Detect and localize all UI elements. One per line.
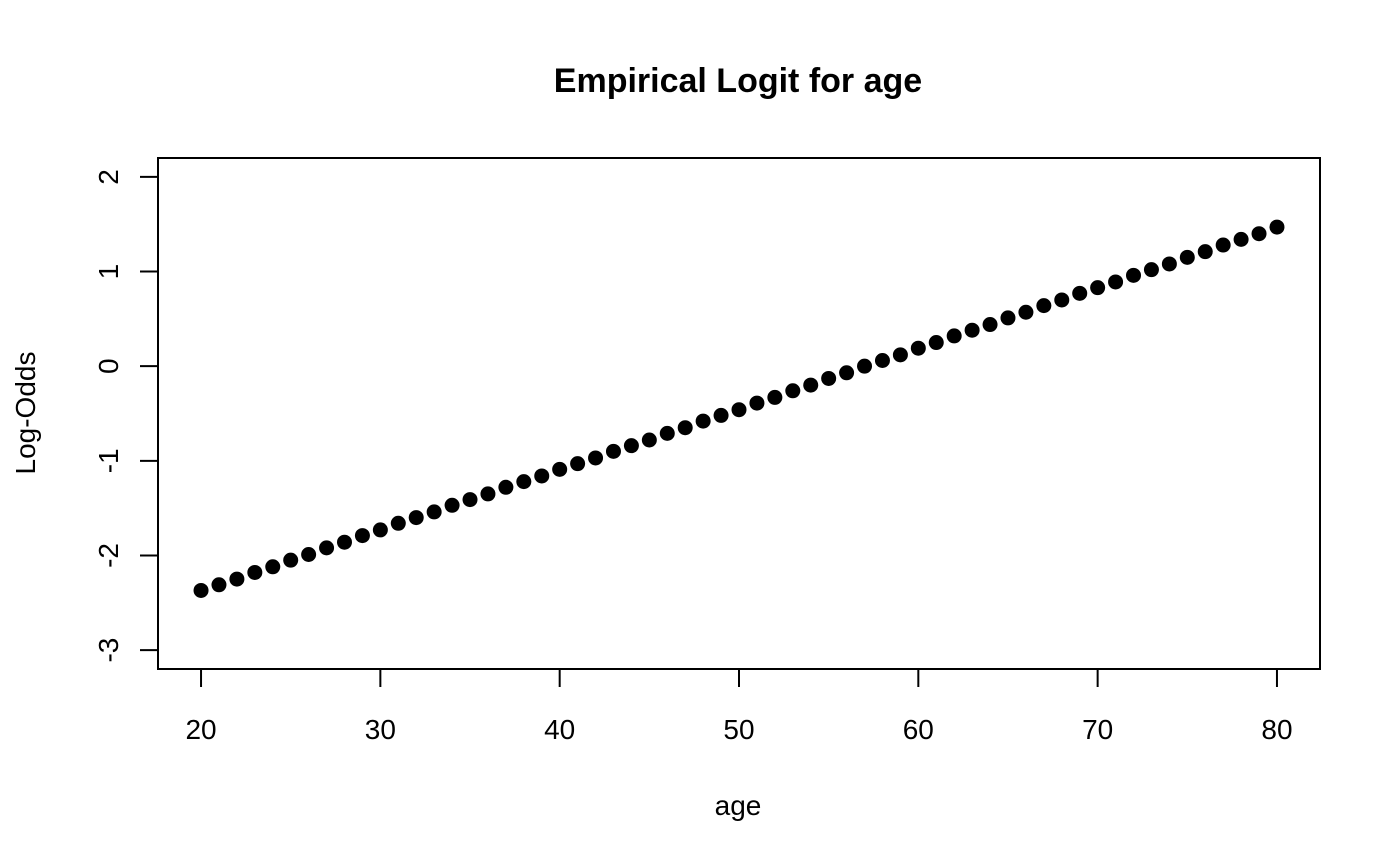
y-tick-label: 2 [93, 169, 124, 185]
data-point [605, 443, 621, 459]
x-tick-label: 60 [903, 714, 934, 745]
data-point [1197, 244, 1213, 260]
data-point [785, 383, 801, 399]
data-point [946, 328, 962, 344]
data-point [731, 402, 747, 418]
y-tick-label: -3 [93, 638, 124, 663]
data-point [283, 552, 299, 568]
x-axis-label: age [715, 790, 762, 821]
data-point [390, 515, 406, 531]
data-point [749, 395, 765, 411]
x-tick-label: 80 [1261, 714, 1292, 745]
data-point [803, 377, 819, 393]
data-point [659, 425, 675, 441]
data-point [408, 510, 424, 526]
data-point [1269, 219, 1285, 235]
data-point [462, 492, 478, 508]
chart-title: Empirical Logit for age [554, 62, 922, 100]
data-point [623, 438, 639, 454]
data-point [1161, 256, 1177, 272]
data-point [677, 420, 693, 436]
y-tick-label: 1 [93, 264, 124, 280]
data-point [498, 479, 514, 495]
data-point [588, 450, 604, 466]
data-point [695, 413, 711, 429]
x-tick-label: 20 [185, 714, 216, 745]
data-point [1179, 249, 1195, 265]
data-point [516, 474, 532, 490]
data-point [372, 522, 388, 538]
data-point [247, 564, 263, 580]
data-point [1108, 274, 1124, 290]
data-point [354, 528, 370, 544]
data-point [426, 504, 442, 520]
data-point [1036, 298, 1052, 314]
y-axis: -3 -2 -1 0 1 2 [93, 169, 159, 663]
data-point [1233, 231, 1249, 247]
data-point [910, 340, 926, 356]
data-point [1072, 285, 1088, 301]
data-point [839, 365, 855, 381]
y-tick-label: -2 [93, 543, 124, 568]
data-points [193, 219, 1285, 598]
data-point [1251, 226, 1267, 242]
data-point [534, 468, 550, 484]
x-tick-label: 70 [1082, 714, 1113, 745]
data-point [641, 432, 657, 448]
data-point [265, 559, 281, 575]
data-point [229, 571, 245, 587]
data-point [874, 353, 890, 369]
data-point [1054, 292, 1070, 308]
y-tick-label: 0 [93, 358, 124, 374]
y-axis-label: Log-Odds [10, 352, 41, 475]
data-point [480, 486, 496, 502]
data-point [211, 577, 227, 593]
data-point [1018, 304, 1034, 320]
data-point [713, 407, 729, 423]
data-point [1215, 237, 1231, 253]
x-tick-label: 30 [365, 714, 396, 745]
data-point [193, 582, 209, 598]
data-point [857, 358, 873, 374]
data-point [1126, 267, 1142, 283]
data-point [821, 370, 837, 386]
data-point [301, 546, 317, 562]
data-point [928, 335, 944, 351]
data-point [1143, 262, 1159, 278]
y-tick-label: -1 [93, 448, 124, 473]
data-point [444, 497, 460, 513]
x-tick-label: 40 [544, 714, 575, 745]
data-point [552, 461, 568, 477]
data-point [767, 389, 783, 405]
data-point [982, 317, 998, 333]
data-point [1090, 280, 1106, 296]
data-point [336, 534, 352, 550]
x-tick-label: 50 [723, 714, 754, 745]
data-point [319, 540, 335, 556]
data-point [570, 456, 586, 472]
x-axis: 20 30 40 50 60 70 80 [185, 668, 1293, 745]
data-point [964, 322, 980, 338]
data-point [892, 347, 908, 363]
data-point [1000, 310, 1016, 326]
